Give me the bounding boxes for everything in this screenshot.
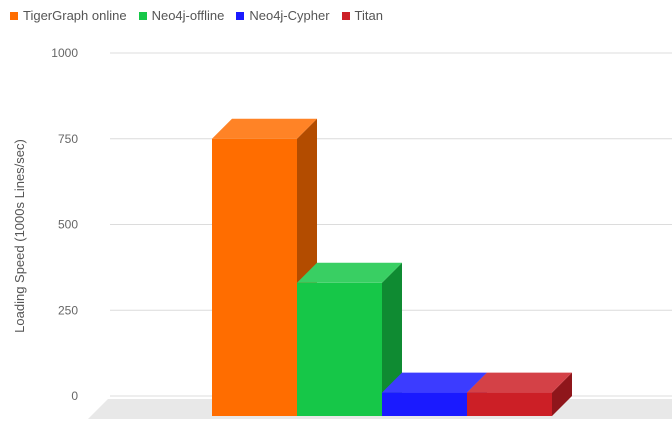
legend-item[interactable]: TigerGraph online [10, 8, 127, 23]
bar-top [297, 262, 402, 283]
legend-label: Titan [354, 8, 383, 23]
bar [382, 392, 467, 416]
legend-item[interactable]: Neo4j-Cypher [236, 8, 330, 23]
bar-side [552, 372, 572, 416]
legend-swatch [341, 11, 350, 20]
y-tick-label: 250 [58, 303, 78, 317]
bar [467, 392, 552, 416]
y-tick-label: 750 [58, 132, 78, 146]
legend-label: TigerGraph online [23, 8, 127, 23]
bar-top [467, 372, 572, 393]
legend-swatch [236, 11, 245, 20]
legend-label: Neo4j-Cypher [249, 8, 330, 23]
y-tick-label: 0 [71, 389, 78, 403]
legend-item[interactable]: Titan [341, 8, 383, 23]
bar-top [212, 118, 317, 139]
legend-swatch [10, 11, 18, 20]
bar [297, 282, 382, 416]
y-tick-label: 1000 [51, 46, 78, 60]
legend: TigerGraph online Neo4j-offline Neo4j-Cyph… [10, 8, 383, 23]
legend-swatch [138, 11, 147, 20]
bar [212, 138, 297, 416]
legend-item[interactable]: Neo4j-offline [138, 8, 225, 23]
y-tick-label: 500 [58, 218, 78, 232]
legend-label: Neo4j-offline [151, 8, 225, 23]
bar-top [382, 372, 487, 393]
y-axis-label: Loading Speed (1000s Lines/sec) [12, 139, 27, 333]
